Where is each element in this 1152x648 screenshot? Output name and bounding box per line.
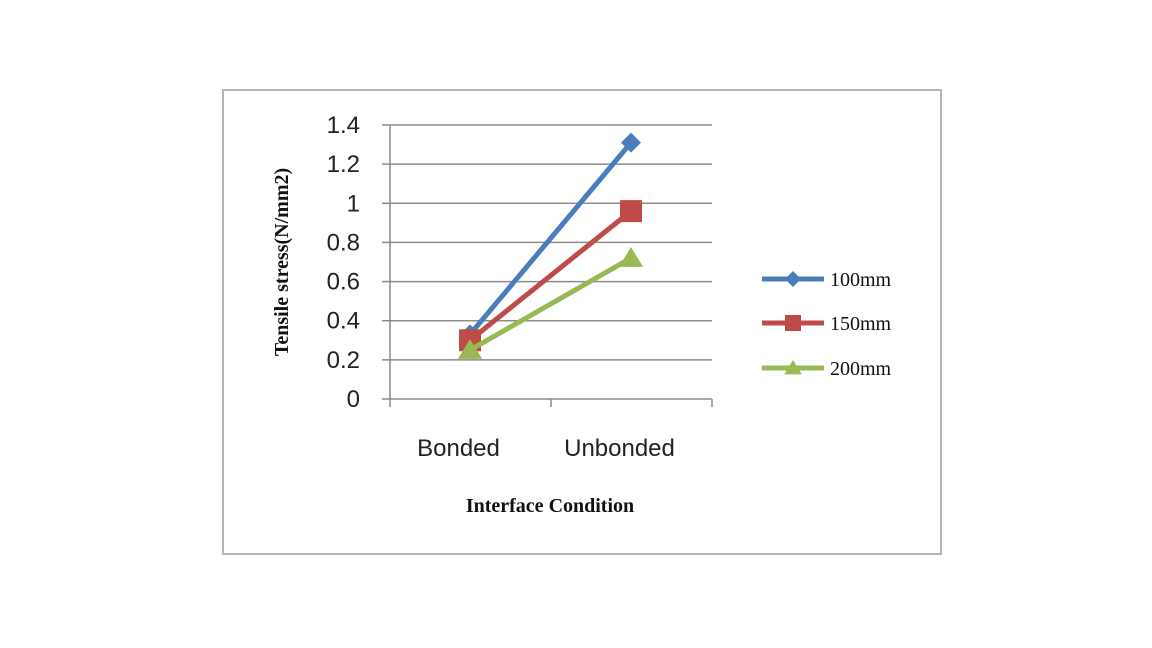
legend-entry: 150mm <box>762 313 892 335</box>
y-tick-label: 0.8 <box>327 229 360 256</box>
y-tick-label: 1.4 <box>327 112 360 139</box>
legend-label: 200mm <box>830 358 892 380</box>
data-point-marker <box>457 339 483 359</box>
series-200mm <box>457 247 644 359</box>
x-tick-label: Bonded <box>417 435 500 462</box>
x-tick-label: Unbonded <box>564 435 675 462</box>
legend-label: 150mm <box>830 313 892 335</box>
y-tick-label: 0.4 <box>327 308 360 335</box>
series-lines <box>457 132 644 359</box>
legend-entry: 200mm <box>762 358 892 380</box>
x-axis-title: Interface Condition <box>466 495 634 517</box>
legend: 100mm 150mm 200mm <box>762 269 892 380</box>
data-point-marker <box>621 132 641 153</box>
data-point-marker <box>620 200 642 223</box>
series-line <box>468 255 633 353</box>
data-point-marker <box>785 315 801 331</box>
y-tick-label: 0.6 <box>327 269 360 296</box>
y-tick-label: 1 <box>347 190 360 217</box>
y-axis-title: Tensile stress(N/mm2) <box>271 168 293 356</box>
data-point-marker <box>784 360 802 375</box>
axes <box>382 124 713 407</box>
data-point-marker <box>785 271 801 287</box>
y-tick-label: 1.2 <box>327 151 360 178</box>
legend-label: 100mm <box>830 269 892 291</box>
series-line <box>468 141 633 337</box>
y-tick-label: 0 <box>347 386 360 413</box>
y-tick-label: 0.2 <box>327 347 360 374</box>
series-line <box>468 209 633 343</box>
data-point-marker <box>618 247 644 267</box>
series-150mm <box>459 200 642 352</box>
legend-entry: 100mm <box>762 269 892 291</box>
axis-labels: 0 0.2 0.4 0.6 0.8 1 1.2 1.4 Bonded Unbonded <box>327 112 675 462</box>
gridlines <box>390 124 712 361</box>
